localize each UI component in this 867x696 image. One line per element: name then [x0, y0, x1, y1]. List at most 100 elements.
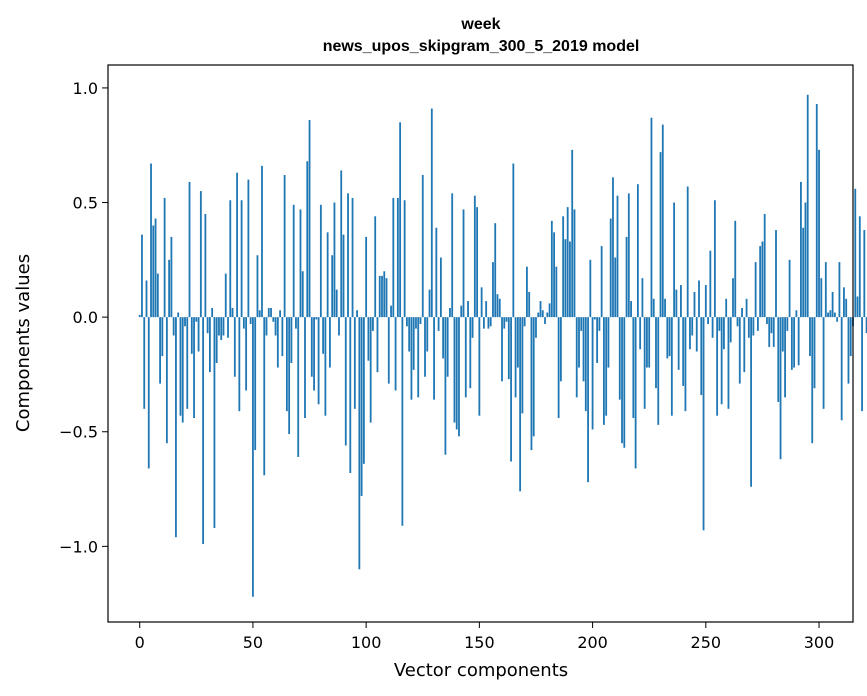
bar — [295, 317, 297, 329]
bar — [618, 317, 621, 400]
bar — [326, 232, 329, 318]
bar — [256, 255, 259, 318]
bar — [437, 317, 440, 331]
bar — [254, 317, 257, 451]
bar — [156, 273, 159, 318]
bar — [403, 200, 406, 318]
bar — [863, 230, 866, 318]
bar — [537, 312, 540, 318]
bar — [750, 317, 752, 487]
bar — [231, 307, 234, 318]
bar — [306, 161, 309, 318]
bar — [689, 317, 691, 350]
bar — [222, 317, 225, 336]
x-tick-label: 100 — [351, 633, 382, 652]
bar — [168, 259, 171, 318]
bar — [836, 317, 839, 322]
plot-frame — [107, 64, 854, 623]
bar — [197, 317, 200, 352]
bar — [775, 230, 777, 318]
bar — [281, 317, 284, 357]
bar — [600, 246, 603, 318]
bar — [385, 278, 388, 318]
bar — [496, 294, 499, 318]
bar — [781, 317, 784, 352]
bar — [428, 289, 431, 318]
bar — [387, 317, 390, 384]
bar — [218, 317, 220, 336]
bar — [206, 317, 209, 334]
bar — [399, 122, 402, 318]
bar — [360, 317, 363, 496]
bar — [406, 317, 408, 327]
bar — [702, 317, 705, 531]
bar — [741, 307, 743, 318]
bar — [471, 317, 474, 338]
bar — [571, 149, 574, 318]
x-tick-label: 250 — [691, 633, 722, 652]
bar — [691, 317, 694, 336]
bar — [204, 213, 207, 318]
bar — [299, 209, 302, 318]
bar — [865, 317, 867, 334]
bar — [358, 317, 361, 570]
bar — [288, 317, 291, 435]
bar — [374, 216, 377, 318]
bar — [184, 317, 186, 327]
bar — [356, 310, 358, 318]
bar — [788, 259, 791, 318]
bar — [507, 317, 510, 380]
bar — [734, 220, 737, 318]
bar — [673, 202, 676, 318]
bar — [510, 317, 512, 462]
bar — [711, 317, 714, 338]
bar — [498, 298, 501, 318]
bar — [324, 317, 327, 416]
bar — [809, 317, 811, 357]
bar — [725, 298, 728, 318]
bar — [317, 317, 320, 405]
bar — [444, 317, 447, 455]
bar — [369, 317, 372, 423]
bar — [589, 259, 592, 318]
bar — [634, 317, 637, 469]
bar — [378, 275, 381, 318]
bar — [263, 317, 266, 476]
bar — [591, 317, 594, 430]
bar — [593, 317, 596, 320]
bar — [557, 317, 560, 418]
bar — [800, 181, 802, 318]
bar — [648, 317, 651, 368]
bar — [433, 317, 435, 400]
bar — [544, 317, 546, 325]
bar — [729, 317, 732, 343]
bar — [843, 287, 845, 318]
bar — [548, 303, 551, 318]
bar — [152, 225, 155, 318]
bar — [569, 241, 571, 318]
bar — [684, 317, 687, 412]
bar — [707, 317, 709, 325]
bar — [322, 317, 325, 354]
bar — [614, 257, 617, 318]
bar — [575, 317, 578, 398]
bar — [541, 310, 544, 318]
bar — [274, 317, 277, 336]
bar — [630, 301, 632, 318]
bar — [170, 236, 173, 318]
bar — [202, 317, 205, 545]
bar — [276, 317, 279, 368]
x-tick-label: 200 — [577, 633, 608, 652]
bar — [267, 307, 270, 318]
bar — [478, 317, 481, 416]
bar — [528, 291, 531, 318]
bar — [245, 317, 248, 391]
bar — [208, 317, 211, 373]
bar — [265, 317, 268, 336]
bar — [227, 317, 229, 338]
bar — [505, 317, 508, 322]
bar — [598, 317, 601, 331]
bar — [390, 305, 392, 318]
bar — [625, 236, 628, 318]
bar — [605, 317, 608, 416]
